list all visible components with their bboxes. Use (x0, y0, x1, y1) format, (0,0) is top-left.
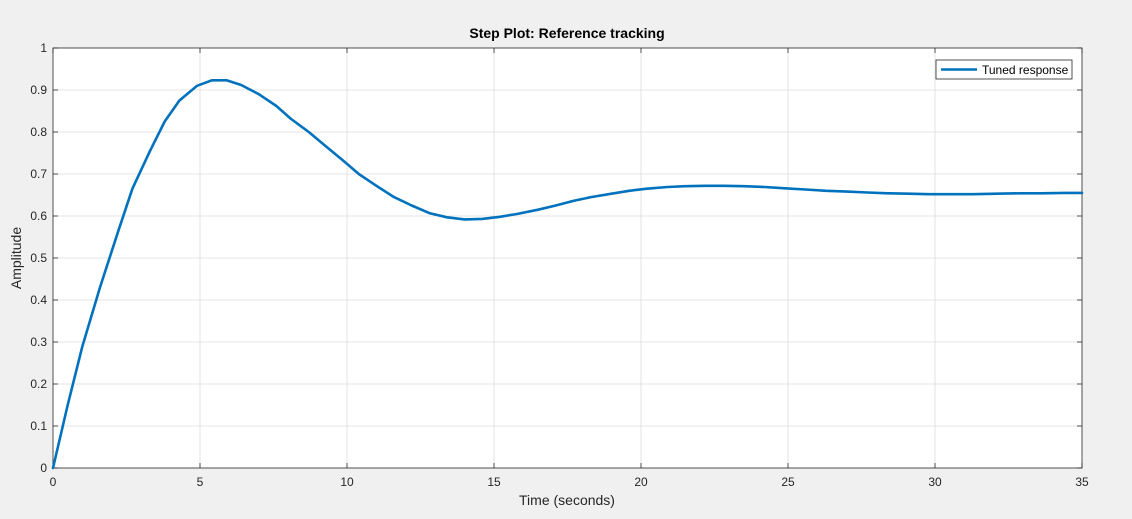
y-ticks: 0 0.1 0.2 0.3 0.4 0.5 0.6 0.7 0.8 0.9 1 (30, 41, 1082, 475)
x-tick-label: 20 (634, 475, 648, 489)
y-tick-label: 0.1 (30, 419, 47, 433)
y-axis-label: Amplitude (8, 227, 24, 289)
x-tick-label: 5 (197, 475, 204, 489)
y-tick-label: 0.8 (30, 125, 47, 139)
legend-entry-tuned-response: Tuned response (982, 63, 1069, 77)
y-tick-label: 0.2 (30, 377, 47, 391)
legend-box (935, 59, 1073, 80)
y-tick-label: 0.9 (30, 83, 47, 97)
x-tick-label: 0 (50, 475, 57, 489)
x-tick-label: 15 (487, 475, 501, 489)
y-tick-label: 0.4 (30, 293, 47, 307)
series-layer (51, 79, 1084, 470)
series-line-tuned-response (51, 79, 1084, 470)
y-tick-label: 0.6 (30, 209, 47, 223)
legend: Tuned response (935, 59, 1073, 80)
y-tick-label: 0.5 (30, 251, 47, 265)
x-tick-label: 25 (781, 475, 795, 489)
y-tick-label: 1 (40, 41, 47, 55)
x-tick-label: 30 (928, 475, 942, 489)
y-tick-label: 0.3 (30, 335, 47, 349)
y-tick-label: 0 (40, 461, 47, 475)
chart-title: Step Plot: Reference tracking (469, 25, 664, 41)
x-tick-label: 10 (340, 475, 354, 489)
x-axis-label: Time (seconds) (519, 492, 615, 508)
x-ticks: 0 5 10 15 20 25 30 35 (50, 48, 1089, 489)
x-tick-label: 35 (1075, 475, 1089, 489)
horizontal-gridlines (53, 89, 1082, 427)
y-tick-label: 0.7 (30, 167, 47, 181)
